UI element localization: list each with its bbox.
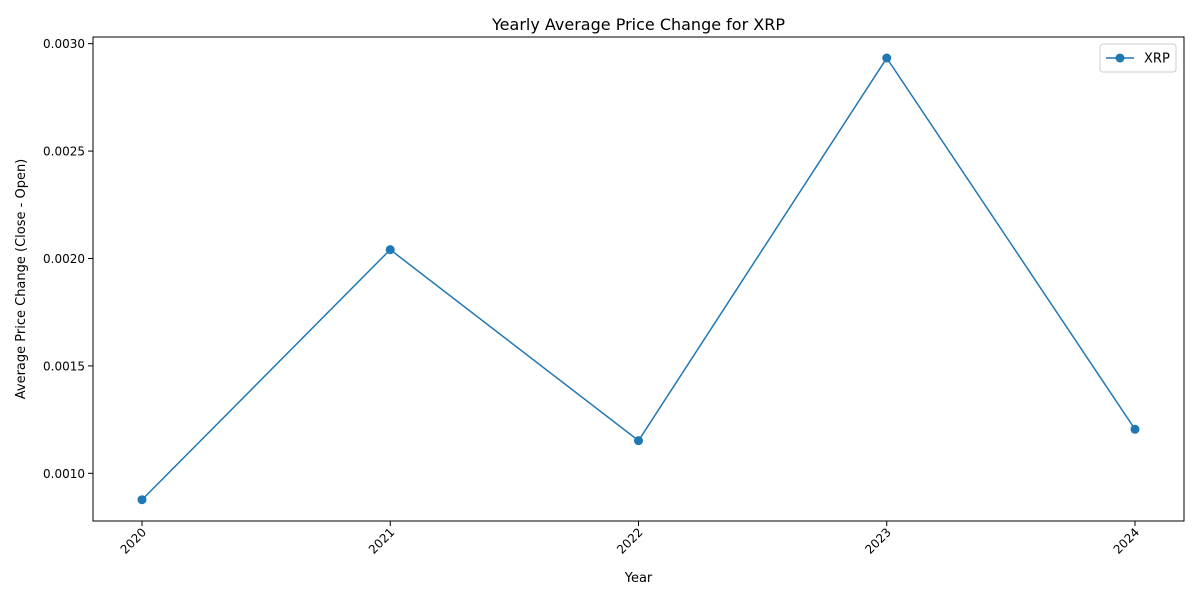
legend: XRP	[1099, 43, 1177, 73]
chart-title: Yearly Average Price Change for XRP	[491, 15, 785, 34]
data-point-2021	[385, 245, 395, 255]
legend-box	[1099, 43, 1177, 73]
data-point-2024	[1130, 424, 1140, 434]
y-tick-label: 0.0030	[43, 37, 85, 51]
data-point-2022	[634, 436, 643, 446]
y-tick-label: 0.0025	[43, 145, 85, 159]
y-tick-label: 0.0020	[43, 252, 85, 266]
y-tick-label: 0.0015	[43, 359, 85, 373]
series-layer	[137, 53, 1140, 505]
legend-marker-sample	[1115, 53, 1125, 63]
plot-frame	[92, 36, 1185, 522]
legend-entry-label: XRP	[1144, 52, 1170, 67]
data-point-2023	[882, 53, 892, 63]
y-tick-label: 0.0010	[43, 467, 85, 481]
data-point-2020	[137, 495, 147, 505]
y-axis-ticks: 0.0010 0.0015 0.0020 0.0025 0.0030	[43, 37, 93, 481]
y-axis-label: Average Price Change (Close - Open)	[14, 159, 29, 400]
x-axis-label: Year	[624, 571, 653, 586]
